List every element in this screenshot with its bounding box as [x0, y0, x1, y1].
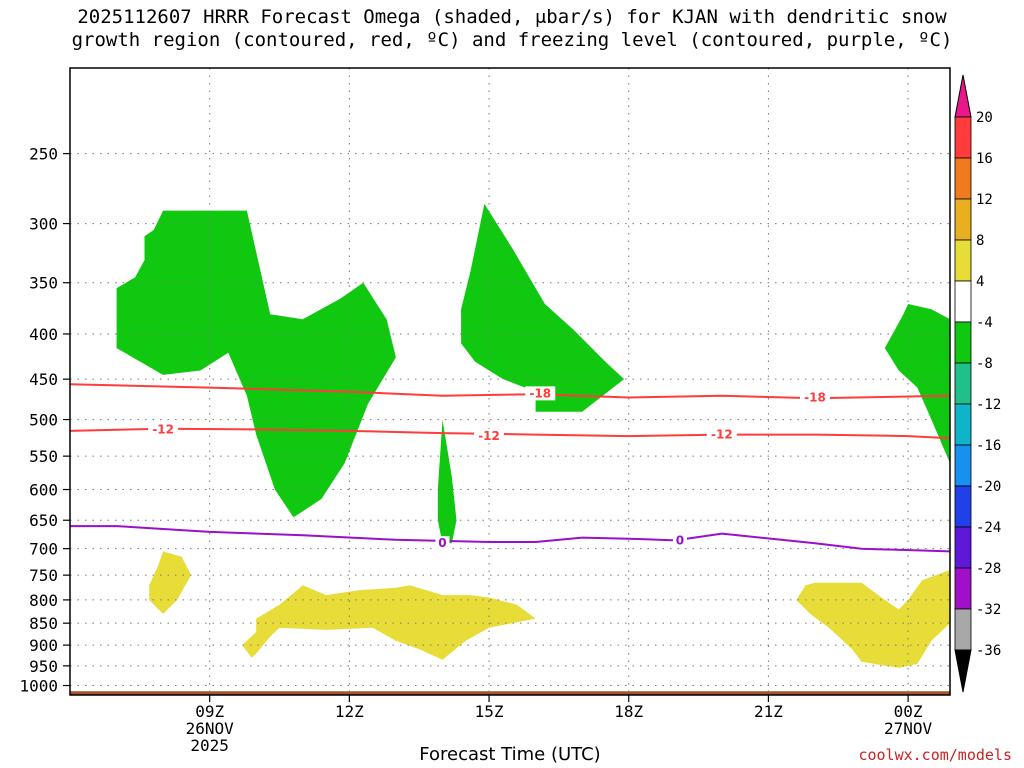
contour-label: -12 — [711, 428, 733, 442]
colorbar-band — [954, 362, 972, 405]
colorbar-label: 12 — [976, 192, 993, 208]
x-tick-label: 21Z — [754, 702, 783, 721]
y-tick-label: 700 — [29, 540, 58, 559]
colorbar-over-arrow — [954, 74, 972, 118]
colorbar-band — [954, 608, 972, 651]
x-tick-label: 2025 — [190, 736, 229, 755]
chart-title-line-2: growth region (contoured, red, ºC) and f… — [71, 29, 953, 51]
chart-title-line-1: 2025112607 HRRR Forecast Omega (shaded, … — [77, 6, 947, 28]
region-upward-motion-area-2 — [437, 419, 457, 544]
contour-label: -12 — [152, 422, 174, 436]
colorbar-label: -8 — [976, 356, 993, 372]
y-tick-label: 350 — [29, 274, 58, 293]
contour-label: -18 — [804, 390, 826, 404]
colorbar-label: -4 — [976, 315, 993, 331]
colorbar-band — [954, 198, 972, 241]
colorbar-under-arrow — [954, 649, 972, 693]
y-tick-label: 750 — [29, 566, 58, 585]
contour-label-bg — [474, 429, 505, 444]
colorbar-band — [954, 526, 972, 569]
region-terrain — [70, 691, 950, 695]
region-upward-motion-area-1 — [116, 210, 396, 518]
y-tick-label: 900 — [29, 636, 58, 655]
y-tick-label: 400 — [29, 325, 58, 344]
plot-frame — [69, 67, 951, 696]
colorbar-label: 8 — [976, 233, 984, 249]
colorbar-band — [954, 403, 972, 446]
y-tick-label: 600 — [29, 481, 58, 500]
colorbar-band — [954, 280, 972, 323]
x-tick-label: 27NOV — [884, 719, 933, 738]
colorbar-band — [954, 116, 972, 159]
colorbar-label: -32 — [976, 602, 1001, 618]
colorbar-label: -20 — [976, 479, 1001, 495]
region-upward-motion-area-3 — [461, 203, 625, 412]
y-tick-label: 950 — [29, 657, 58, 676]
x-tick-label: 15Z — [475, 702, 504, 721]
colorbar-label: -28 — [976, 561, 1001, 577]
credit-link[interactable]: coolwx.com/models — [858, 746, 1012, 764]
y-tick-label: 800 — [29, 591, 58, 610]
x-tick-label: 18Z — [614, 702, 643, 721]
colorbar-label: 20 — [976, 110, 993, 126]
chart-title: 2025112607 HRRR Forecast Omega (shaded, … — [0, 6, 1024, 52]
region-downward-motion-area-1 — [149, 551, 192, 614]
contour--12C-isotherm — [69, 427, 951, 440]
contour-label-bg — [148, 422, 179, 437]
x-tick-label: 09Z — [195, 702, 224, 721]
colorbar-label: -24 — [976, 520, 1001, 536]
contour-label: -18 — [529, 386, 551, 400]
colorbar-label: 16 — [976, 151, 993, 167]
x-tick-label: 26NOV — [186, 719, 235, 738]
region-downward-motion-area-2 — [242, 585, 536, 660]
y-tick-label: 550 — [29, 447, 58, 466]
contour-label: 0 — [676, 533, 684, 547]
colorbar-label: -36 — [976, 643, 1001, 659]
colorbar-label: 4 — [976, 274, 984, 290]
y-tick-label: 250 — [29, 145, 58, 164]
colorbar-band — [954, 321, 972, 364]
contour-0C-freezing-level — [70, 525, 951, 553]
colorbar-band — [954, 567, 972, 610]
contour-label-bg — [435, 536, 450, 551]
colorbar-label: -16 — [976, 438, 1001, 454]
y-tick-label: 1000 — [19, 677, 58, 696]
colorbar-band — [954, 239, 972, 282]
y-tick-label: 650 — [29, 511, 58, 530]
contour-label-bg — [799, 390, 830, 405]
contour-label: -12 — [478, 429, 500, 443]
y-tick-label: 500 — [29, 411, 58, 430]
contour-label-bg — [525, 386, 556, 401]
colorbar-label: -12 — [976, 397, 1001, 413]
x-tick-label: 00Z — [894, 702, 923, 721]
x-tick-label: 12Z — [335, 702, 364, 721]
colorbar-band — [954, 485, 972, 528]
colorbar-band — [954, 157, 972, 200]
colorbar-band — [954, 444, 972, 487]
region-upward-motion-area-4 — [884, 304, 950, 464]
y-tick-label: 300 — [29, 215, 58, 234]
contour-label-bg — [672, 533, 687, 548]
x-axis-label: Forecast Time (UTC) — [419, 744, 601, 765]
region-downward-motion-area-3 — [796, 570, 950, 668]
contour-label-bg — [706, 427, 737, 442]
contour-label: 0 — [438, 536, 446, 550]
y-tick-label: 850 — [29, 614, 58, 633]
y-tick-label: 450 — [29, 370, 58, 389]
